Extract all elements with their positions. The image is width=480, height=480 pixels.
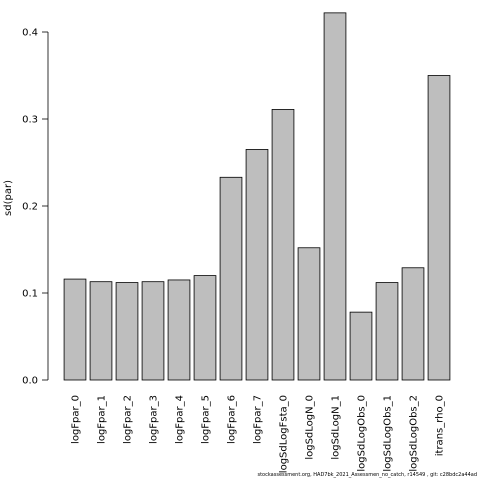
y-tick-label: 0.0 bbox=[22, 376, 38, 387]
bar-logFpar_2 bbox=[115, 282, 139, 381]
y-tick-label: 0.3 bbox=[22, 115, 38, 126]
bar-logFpar_1 bbox=[89, 281, 113, 381]
y-axis: 0.0 0.1 0.2 0.3 0.4 bbox=[22, 28, 49, 387]
x-tick-label: logFpar_5 bbox=[201, 395, 212, 444]
bars-group bbox=[63, 12, 451, 381]
x-tick-label: logFpar_1 bbox=[97, 395, 108, 444]
y-tick-label: 0.2 bbox=[22, 202, 38, 213]
y-tick-label: 0.1 bbox=[22, 289, 38, 300]
bar-logSdLogObs_2 bbox=[401, 267, 425, 381]
bar-logSdLogFsta_0 bbox=[271, 109, 295, 381]
x-tick-label: logFpar_6 bbox=[227, 395, 238, 444]
bar-logSdLogN_1 bbox=[323, 12, 347, 381]
x-tick-label: logSdLogFsta_0 bbox=[279, 395, 290, 473]
x-tick-label: logFpar_7 bbox=[253, 395, 264, 444]
x-tick-label: logSdLogN_1 bbox=[331, 395, 342, 460]
footer-stamp: stockassessment.org, HAD7bk_2021_Assessm… bbox=[257, 472, 477, 478]
x-tick-label: logFpar_4 bbox=[175, 395, 186, 444]
bar-logFpar_4 bbox=[167, 279, 191, 381]
bar-logSdLogObs_1 bbox=[375, 282, 399, 381]
x-tick-label: itrans_rho_0 bbox=[435, 395, 446, 456]
bar-logFpar_0 bbox=[63, 278, 87, 381]
x-tick-label: logFpar_3 bbox=[149, 395, 160, 444]
bar-logFpar_7 bbox=[245, 149, 269, 381]
x-tick-label: logFpar_2 bbox=[123, 395, 134, 444]
bar-logSdLogN_0 bbox=[297, 247, 321, 381]
bar-itrans_rho_0 bbox=[427, 75, 451, 381]
x-tick-label: logFpar_0 bbox=[71, 395, 82, 444]
x-tick-label: logSdLogObs_1 bbox=[383, 395, 394, 472]
bar-logSdLogObs_0 bbox=[349, 311, 373, 381]
bar-logFpar_3 bbox=[141, 281, 165, 381]
x-tick-label: logSdLogObs_2 bbox=[409, 395, 420, 472]
bar-logFpar_6 bbox=[219, 176, 243, 381]
x-tick-label: logSdLogN_0 bbox=[305, 395, 316, 460]
y-axis-title: sd(par) bbox=[3, 180, 14, 216]
bar-logFpar_5 bbox=[193, 275, 217, 381]
y-tick-label: 0.4 bbox=[22, 28, 38, 39]
x-tick-label: logSdLogObs_0 bbox=[357, 395, 368, 472]
x-tick-labels: logFpar_0 logFpar_1 logFpar_2 logFpar_3 logF… bbox=[71, 395, 446, 473]
